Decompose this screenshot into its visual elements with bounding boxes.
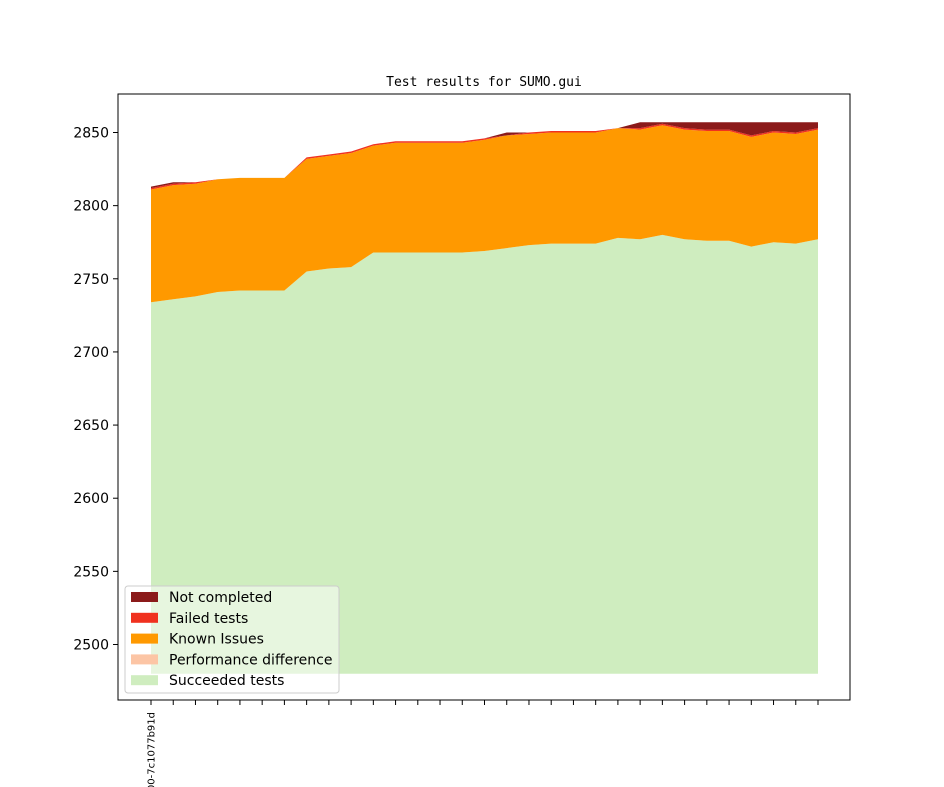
area-not-completed xyxy=(151,122,818,189)
legend-swatch xyxy=(131,633,158,644)
y-tick-label: 2600 xyxy=(73,491,109,507)
legend-label: Failed tests xyxy=(169,611,248,627)
legend-frame xyxy=(124,585,340,694)
x-axis: 00-7c1077b91d xyxy=(147,700,819,787)
legend-label: Succeeded tests xyxy=(169,673,284,689)
legend-swatch xyxy=(131,675,158,686)
y-axis: 2500 2550 2600 2650 2700 2750 2800 2850 xyxy=(73,126,118,654)
legend-swatch xyxy=(131,612,158,623)
legend-swatch xyxy=(131,592,158,602)
chart-title: Test results for SUMO.gui xyxy=(386,75,582,90)
y-tick-label: 2650 xyxy=(73,418,109,434)
y-tick-label: 2700 xyxy=(73,345,109,361)
area-succeeded-tests xyxy=(151,234,818,674)
legend-label: Not completed xyxy=(169,590,272,606)
legend-label: Known Issues xyxy=(169,632,264,648)
y-tick-label: 2750 xyxy=(73,272,109,288)
y-tick-label: 2550 xyxy=(73,564,109,580)
x-tick-label: 00-7c1077b91d xyxy=(147,712,158,787)
area-layers xyxy=(151,122,818,674)
y-tick-label: 2500 xyxy=(73,638,109,654)
legend: Not completed Failed tests Known Issues Per… xyxy=(124,585,340,694)
y-tick-label: 2800 xyxy=(73,199,109,215)
y-tick-label: 2850 xyxy=(73,126,109,142)
legend-label: Performance difference xyxy=(169,652,332,668)
legend-swatch xyxy=(131,654,158,665)
area-known-issues xyxy=(151,125,818,303)
